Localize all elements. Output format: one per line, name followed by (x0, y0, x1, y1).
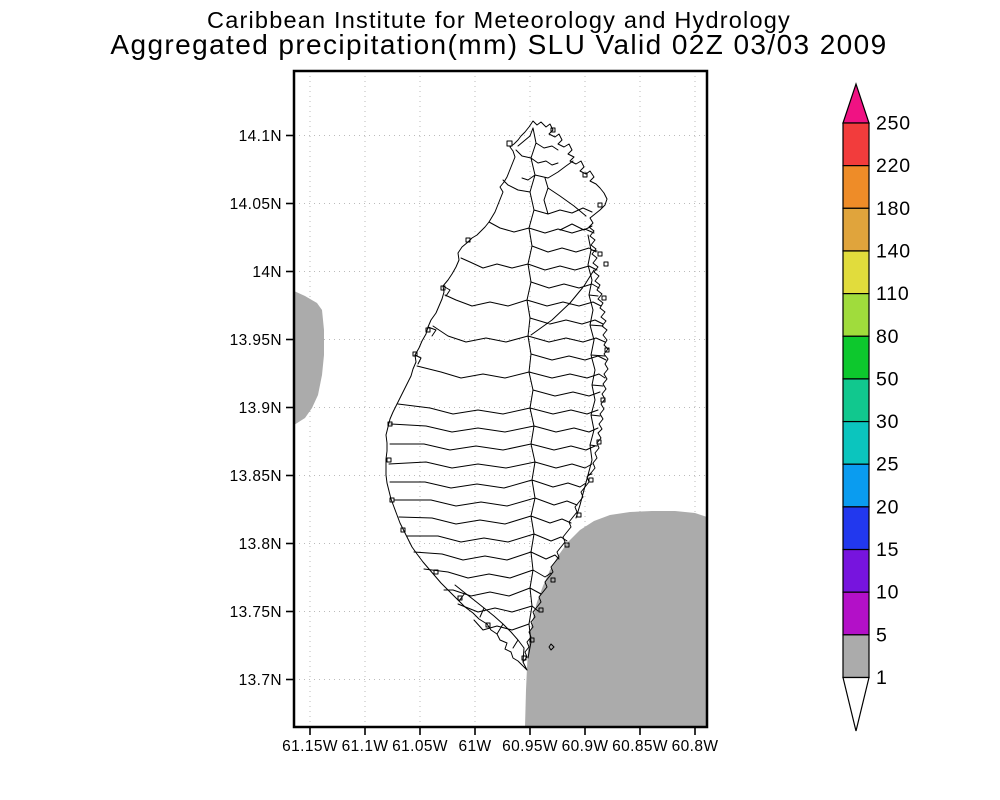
colorbar-segment (842, 591, 870, 636)
colorbar-label: 50 (876, 368, 899, 390)
colorbar-segment (842, 420, 870, 465)
colorbar-segment (842, 506, 870, 551)
colorbar-segment (842, 378, 870, 423)
colorbar-segment (842, 293, 870, 337)
lon-tick-label: 60.95W (502, 738, 558, 755)
colorbar-below-min-arrow (842, 676, 870, 732)
lat-tick-label: 13.95N (230, 332, 282, 349)
colorbar-label: 140 (876, 240, 911, 262)
colorbar-segment (842, 207, 870, 252)
colorbar-label: 5 (876, 624, 888, 646)
lat-tick-label: 13.9N (239, 400, 282, 417)
colorbar-label: 80 (876, 326, 899, 348)
colorbar-segment (842, 463, 870, 508)
lat-tick-label: 14N (252, 264, 282, 281)
colorbar-segment (842, 335, 870, 380)
colorbar-label: 15 (876, 539, 899, 561)
coastline (385, 120, 609, 671)
colorbar-label: 30 (876, 411, 899, 433)
axis-ticks-and-labels: 14.1N 14.05N 14N 13.95N 13.9N 13.85N 13.8N 13.7… (230, 128, 719, 755)
colorbar-legend: 250 220 180 140 110 80 50 30 25 20 15 10 5 1 (842, 82, 911, 732)
island-saint-lucia (385, 120, 610, 671)
colorbar-label: 1 (876, 667, 888, 689)
colorbar-label: 110 (876, 283, 910, 305)
lon-tick-label: 61.05W (392, 738, 448, 755)
map-frame (292, 69, 709, 729)
shade-blob-southeast (525, 511, 707, 727)
lon-tick-label: 61W (458, 738, 491, 755)
colorbar-label: 180 (876, 198, 911, 220)
colorbar-label: 220 (876, 155, 911, 177)
colorbar-segment (842, 634, 870, 679)
lon-tick-label: 60.85W (612, 738, 668, 755)
lon-tick-label: 61.15W (282, 738, 338, 755)
precip-shade-1-5mm (294, 291, 707, 727)
colorbar-segment (842, 548, 870, 593)
colorbar-label: 20 (876, 496, 899, 518)
colorbar-segment (842, 122, 870, 167)
lat-tick-label: 14.1N (239, 128, 282, 145)
colorbar-label: 10 (876, 582, 899, 604)
lat-tick-label: 13.7N (239, 672, 282, 689)
title-line-2: Aggregated precipitation(mm) SLU Valid 0… (110, 29, 887, 60)
colorbar-segment (842, 250, 870, 295)
lat-tick-label: 14.05N (230, 196, 282, 213)
shade-blob-west-edge (294, 291, 324, 425)
lat-tick-label: 13.85N (230, 468, 282, 485)
colorbar-segment (842, 165, 870, 209)
lon-tick-label: 60.8W (672, 738, 719, 755)
coastal-islet-and-rock-polygons (386, 127, 610, 661)
colorbar-label: 25 (876, 454, 899, 476)
lat-tick-label: 13.8N (239, 536, 282, 553)
title-line-1: Caribbean Institute for Meteorology and … (207, 7, 791, 33)
lon-tick-label: 61.1W (342, 738, 389, 755)
watershed-boundaries (388, 127, 607, 659)
colorbar-label: 250 (876, 113, 911, 135)
lon-tick-label: 60.9W (562, 738, 609, 755)
lat-tick-label: 13.75N (230, 604, 282, 621)
